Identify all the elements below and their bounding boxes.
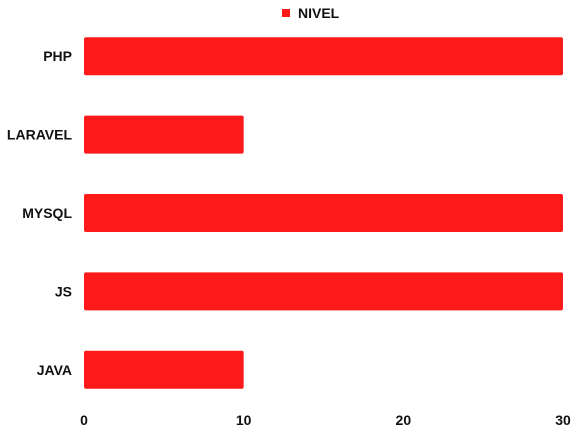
legend-label: NIVEL — [298, 5, 340, 21]
category-label-mysql: MYSQL — [22, 205, 72, 221]
legend-swatch — [282, 9, 290, 17]
x-axis-ticks: 0 10 20 30 — [80, 412, 571, 428]
bar-mysql — [84, 194, 563, 232]
bar-js — [84, 272, 563, 311]
x-tick-0: 0 — [80, 412, 88, 428]
x-tick-20: 20 — [396, 412, 412, 428]
category-label-php: PHP — [43, 48, 72, 64]
bar-laravel — [84, 115, 244, 154]
bar-java — [84, 350, 244, 389]
category-label-java: JAVA — [37, 362, 72, 378]
category-labels: PHP LARAVEL MYSQL JS JAVA — [7, 48, 73, 378]
bar-php — [84, 37, 563, 76]
x-tick-10: 10 — [236, 412, 252, 428]
category-label-laravel: LARAVEL — [7, 127, 73, 143]
x-tick-30: 30 — [555, 412, 571, 428]
legend: NIVEL — [282, 5, 340, 21]
bars — [84, 37, 563, 389]
category-label-js: JS — [55, 283, 72, 299]
